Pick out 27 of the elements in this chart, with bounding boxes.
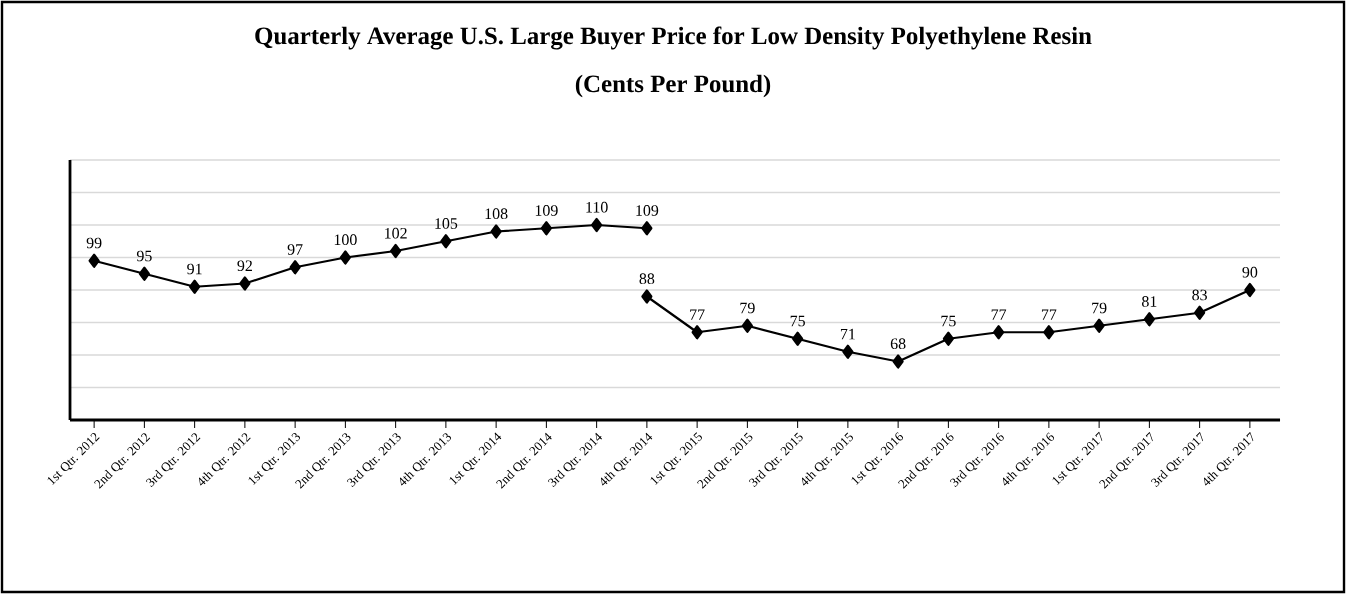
point: [88, 253, 100, 268]
point: [591, 217, 603, 233]
point: [691, 325, 703, 340]
chart-title: Quarterly Average U.S. Large Buyer Price for Low Density Polyethylene Resin: [255, 26, 1092, 50]
point: [138, 266, 150, 281]
point: [892, 354, 904, 369]
point: [239, 276, 251, 291]
point: [289, 260, 301, 275]
point: [1093, 318, 1105, 333]
point: [339, 250, 351, 265]
point: [1043, 325, 1055, 340]
chart-subtitle: (Cents Per Pound): [575, 74, 771, 98]
point: [540, 221, 552, 236]
point: [390, 243, 402, 259]
point: [993, 325, 1005, 340]
point: [490, 224, 502, 239]
point: [1244, 282, 1256, 298]
point: [189, 279, 201, 294]
point: [842, 344, 854, 359]
point: [440, 234, 452, 249]
point: [641, 221, 653, 236]
point: [741, 318, 753, 333]
point: [942, 331, 954, 346]
point: [792, 331, 804, 346]
point: [641, 289, 653, 304]
point: [1194, 305, 1206, 320]
point: [1143, 312, 1155, 327]
